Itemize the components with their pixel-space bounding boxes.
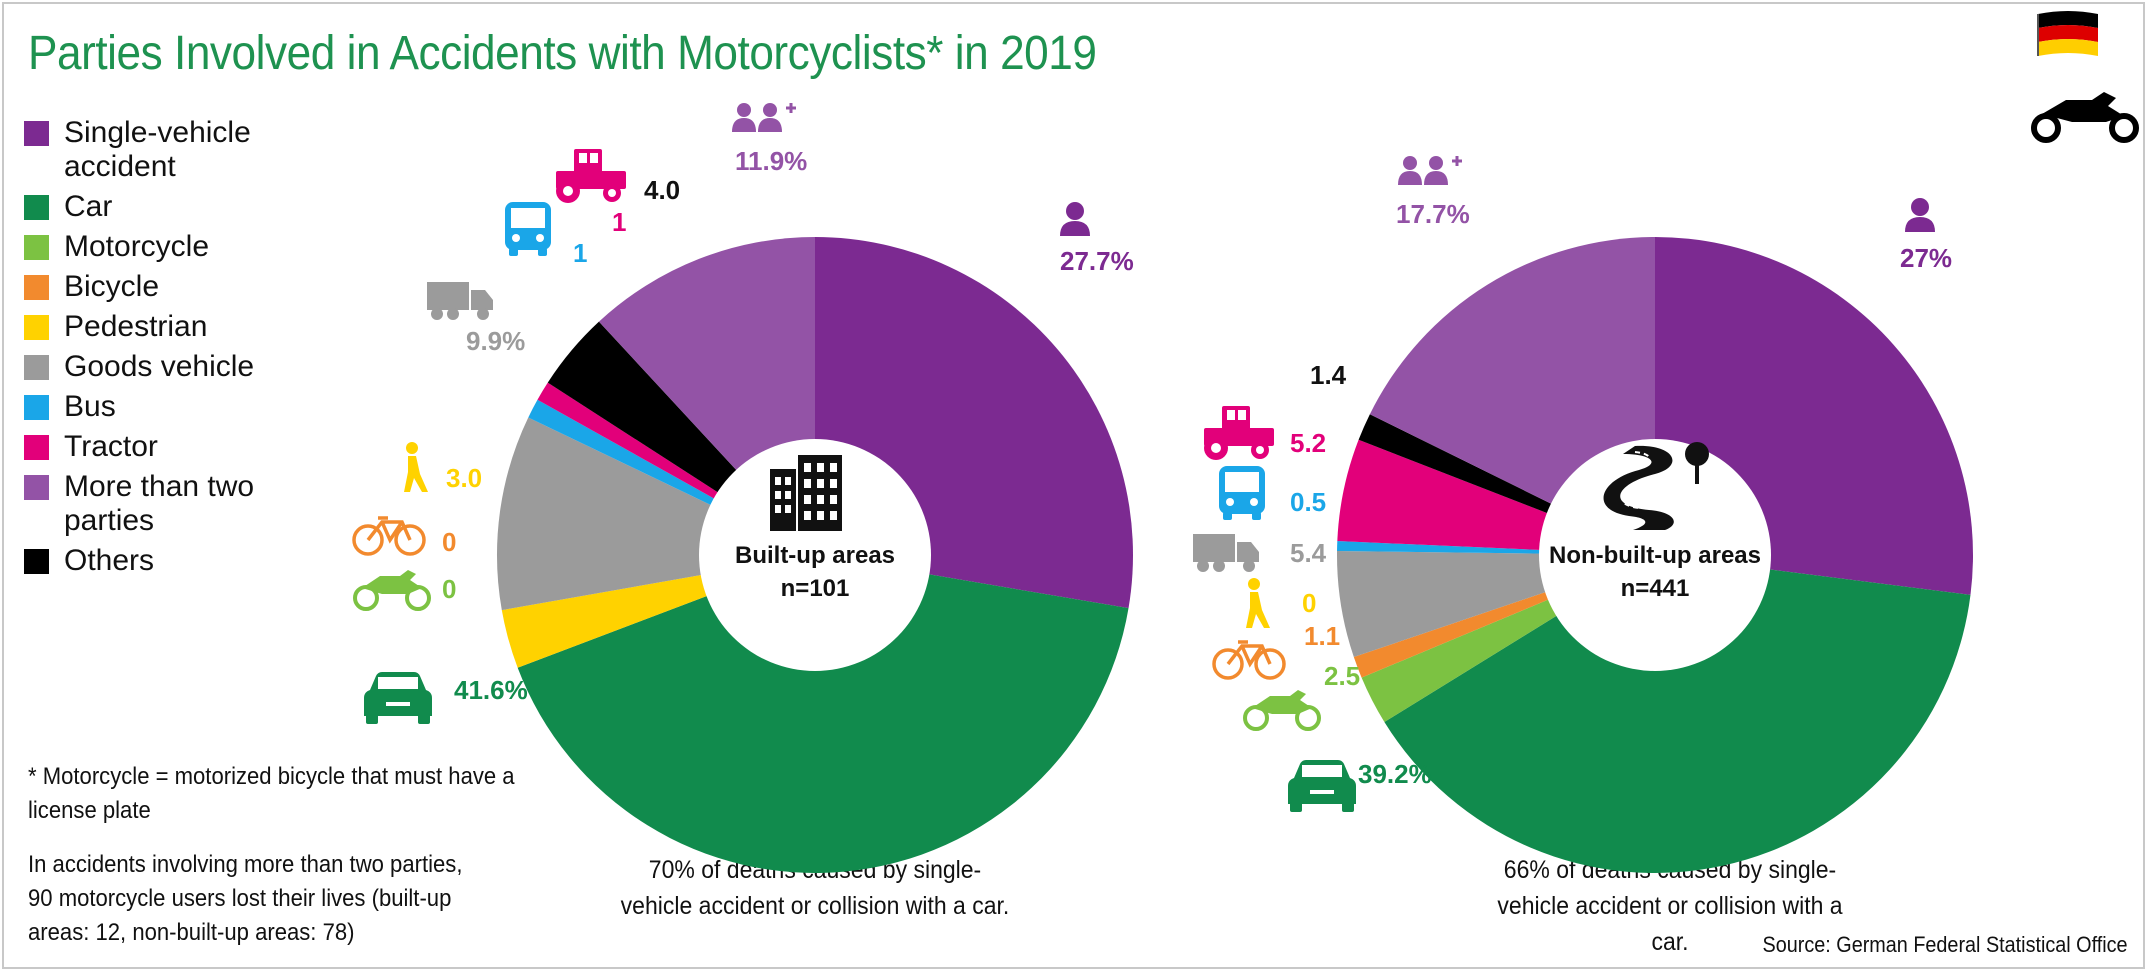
label-non-built-up-bicycle: 1.1 (1304, 621, 1340, 651)
label-built-up-tractor: 1 (612, 207, 626, 237)
person-icon-right (1905, 198, 1935, 232)
legend-swatch (24, 195, 49, 220)
label-built-up-motorcycle: 0 (442, 574, 456, 604)
label-non-built-up-goods: 5.4 (1290, 538, 1327, 568)
chart-title: Parties Involved in Accidents with Motor… (28, 27, 1097, 80)
legend-item: Goods vehicle (24, 350, 324, 384)
legend-label: Motorcycle (64, 230, 210, 263)
center-title-non-built-up: Non-built-up areas (1549, 542, 1761, 569)
legend-label: Pedestrian (64, 310, 208, 343)
center-title-built-up: Built-up areas (735, 542, 895, 569)
legend-label: Bicycle (64, 270, 160, 303)
group-icon-right (1398, 156, 1462, 185)
label-non-built-up-others: 1.4 (1310, 360, 1347, 390)
source-note: Source: German Federal Statistical Offic… (1763, 932, 2128, 957)
label-built-up-more: 11.9% (735, 146, 807, 176)
legend-label: Bus (64, 390, 116, 423)
legend: Single-vehicle accident Car Motorcycle Bicy… (24, 116, 324, 584)
legend-label: Goods vehicle (64, 350, 255, 383)
label-built-up-single: 27.7% (1060, 246, 1134, 276)
tractor-icon-right (1204, 406, 1274, 460)
car-icon-right (1288, 760, 1356, 812)
label-built-up-pedestrian: 3.0 (446, 463, 482, 493)
truck-icon (427, 282, 493, 320)
legend-swatch (24, 549, 49, 574)
legend-label: Tractor (64, 430, 158, 463)
bus-icon (505, 202, 551, 256)
legend-swatch (24, 275, 49, 300)
legend-item: Single-vehicle accident (24, 116, 324, 184)
legend-item: Car (24, 190, 324, 224)
legend-swatch (24, 315, 49, 340)
germany-flag-icon (2037, 11, 2098, 56)
road-icon (1603, 442, 1709, 530)
legend-label: Others (64, 544, 155, 577)
motorcycle-small-icon-right (1243, 690, 1321, 731)
legend-item: Others (24, 544, 324, 578)
legend-swatch (24, 435, 49, 460)
legend-item: Bus (24, 390, 324, 424)
label-built-up-others: 4.0 (644, 175, 680, 205)
bicycle-icon-right (1212, 640, 1286, 680)
legend-swatch (24, 395, 49, 420)
motorcycle-icon (2031, 92, 2139, 143)
legend-label: Car (64, 190, 113, 223)
label-built-up-bus: 1 (573, 238, 587, 268)
legend-item: Bicycle (24, 270, 324, 304)
center-n-built-up: n=101 (781, 575, 850, 602)
legend-item: Motorcycle (24, 230, 324, 264)
legend-item: Pedestrian (24, 310, 324, 344)
legend-item: More than two parties (24, 470, 324, 538)
pedestrian-icon (404, 442, 428, 492)
center-n-non-built-up: n=441 (1621, 575, 1690, 602)
donut-hole-non-built-up (1539, 439, 1771, 671)
legend-item: Tractor (24, 430, 324, 464)
label-non-built-up-single: 27% (1900, 243, 1952, 273)
legend-swatch (24, 235, 49, 260)
label-built-up-bicycle: 0 (442, 527, 456, 557)
pedestrian-icon-right (1246, 578, 1270, 628)
legend-swatch (24, 355, 49, 380)
label-non-built-up-more: 17.7% (1396, 199, 1470, 229)
truck-icon-right (1193, 534, 1259, 572)
label-built-up-car: 41.6% (454, 675, 528, 705)
label-non-built-up-bus: 0.5 (1290, 487, 1326, 517)
slice-built-up-car (517, 555, 1129, 873)
motorcycle-small-icon (353, 570, 431, 611)
label-non-built-up-tractor: 5.2 (1290, 428, 1326, 458)
person-icon (1060, 202, 1090, 236)
bus-icon-right (1219, 466, 1265, 520)
donut-hole-built-up (699, 439, 931, 671)
legend-label: Single-vehicle accident (64, 116, 251, 183)
building-icon (770, 455, 842, 531)
slice-non-built-up-car (1384, 555, 1971, 874)
motorcycle-definition-note: * Motorcycle = motorized bicycle that mu… (28, 763, 515, 824)
label-non-built-up-motorcycle: 2.5 (1324, 661, 1360, 691)
group-icon (732, 103, 796, 132)
bicycle-icon (352, 516, 426, 556)
legend-swatch (24, 121, 49, 146)
more-parties-note: In accidents involving more than two par… (28, 851, 463, 946)
legend-label: More than two parties (64, 470, 255, 537)
label-non-built-up-car: 39.2% (1358, 759, 1432, 789)
label-built-up-goods: 9.9% (466, 326, 525, 356)
legend-swatch (24, 475, 49, 500)
tractor-icon (556, 149, 626, 203)
label-non-built-up-pedestrian: 0 (1302, 588, 1316, 618)
car-icon (364, 672, 432, 724)
